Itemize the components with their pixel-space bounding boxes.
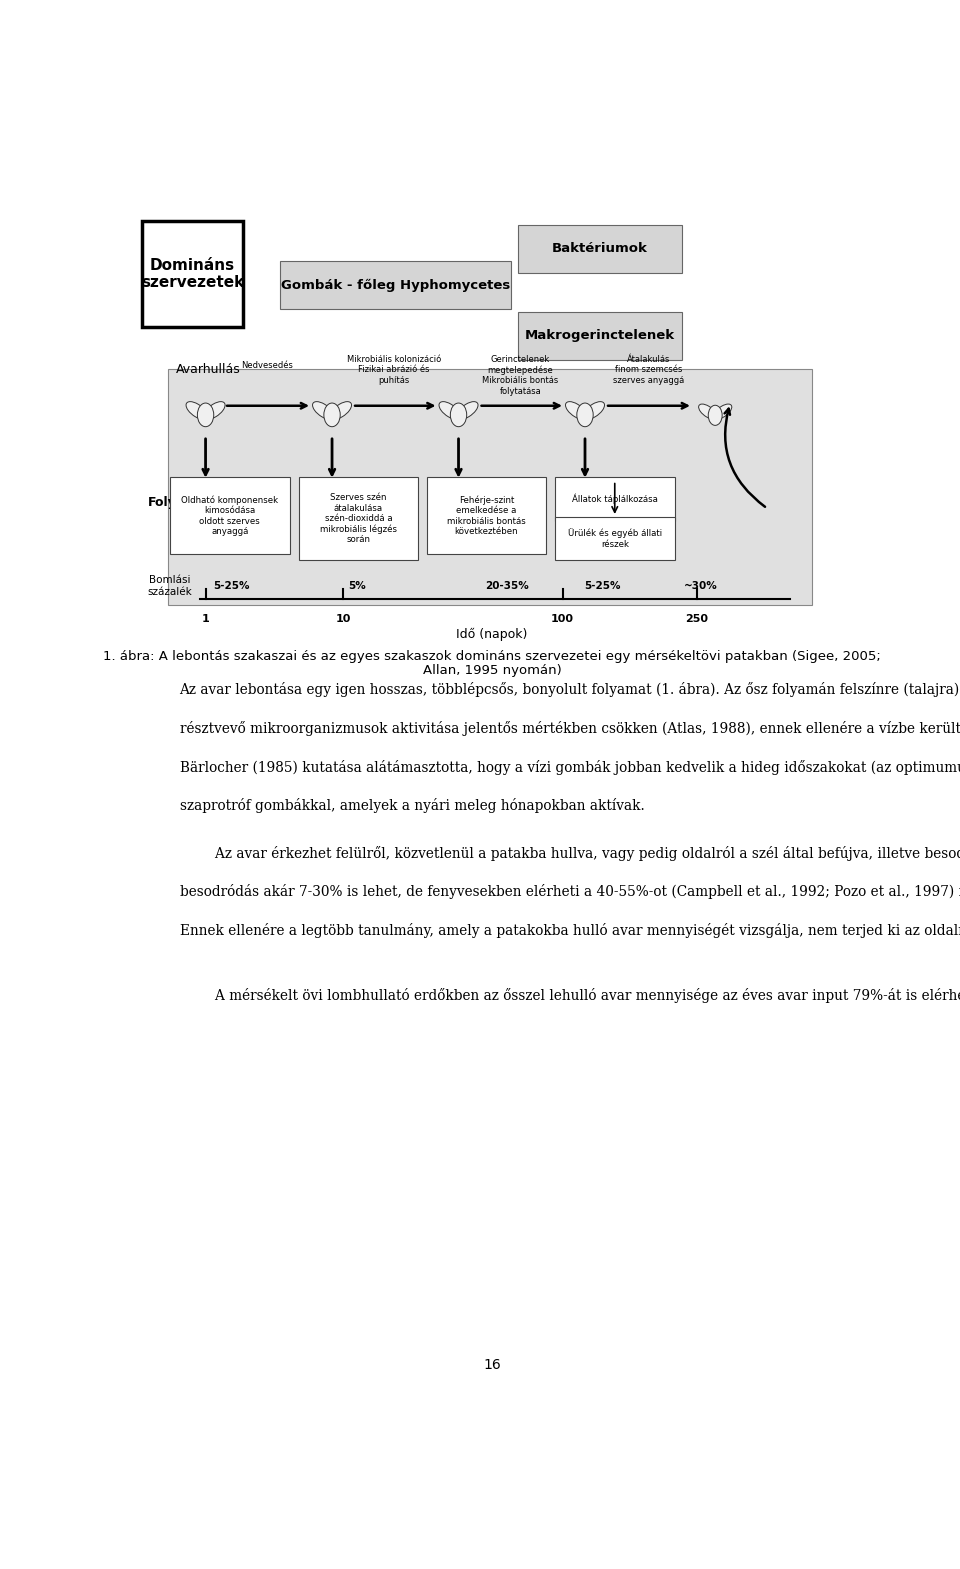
FancyBboxPatch shape bbox=[299, 477, 419, 560]
FancyBboxPatch shape bbox=[555, 516, 675, 560]
Text: Szerves szén
átalakulása
szén-dioxiddá a
mikrobiális légzés
során: Szerves szén átalakulása szén-dioxiddá a… bbox=[320, 493, 396, 544]
Text: Fehérje-szint
emelkedése a
mikrobiális bontás
következtében: Fehérje-szint emelkedése a mikrobiális b… bbox=[447, 496, 526, 537]
Ellipse shape bbox=[565, 402, 587, 419]
Ellipse shape bbox=[450, 403, 467, 427]
Text: Allan, 1995 nyomán): Allan, 1995 nyomán) bbox=[422, 664, 562, 678]
FancyBboxPatch shape bbox=[518, 312, 682, 359]
Text: Bomlási
százalék: Bomlási százalék bbox=[148, 574, 192, 596]
Text: résztvevő mikroorganizmusok aktivitása jelentős mértékben csökken (Atlas, 1988),: résztvevő mikroorganizmusok aktivitása j… bbox=[180, 722, 960, 736]
FancyBboxPatch shape bbox=[168, 369, 812, 606]
Ellipse shape bbox=[198, 403, 214, 427]
FancyBboxPatch shape bbox=[555, 477, 675, 521]
Text: 16: 16 bbox=[483, 1359, 501, 1373]
Text: 20-35%: 20-35% bbox=[485, 581, 529, 592]
Text: Az avar lebontása egy igen hosszas, többlépcsős, bonyolult folyamat (1. ábra). A: Az avar lebontása egy igen hosszas, több… bbox=[180, 683, 960, 697]
Text: 5-25%: 5-25% bbox=[213, 581, 250, 592]
FancyBboxPatch shape bbox=[142, 221, 243, 328]
Text: Gombák - főleg Hyphomycetes: Gombák - főleg Hyphomycetes bbox=[280, 278, 510, 292]
Ellipse shape bbox=[714, 405, 732, 419]
Text: ~30%: ~30% bbox=[684, 581, 717, 592]
Ellipse shape bbox=[577, 403, 593, 427]
Text: Folyamat: Folyamat bbox=[148, 496, 212, 508]
Text: Oldható komponensek
kimosódása
oldott szerves
anyaggá: Oldható komponensek kimosódása oldott sz… bbox=[181, 496, 278, 537]
Ellipse shape bbox=[204, 402, 225, 419]
Text: Nedvesedés: Nedvesedés bbox=[241, 361, 293, 370]
Text: Az avar érkezhet felülről, közvetlenül a patakba hullva, vagy pedig oldalról a s: Az avar érkezhet felülről, közvetlenül a… bbox=[180, 846, 960, 860]
Text: 1. ábra: A lebontás szakaszai és az egyes szakaszok domináns szervezetei egy mér: 1. ábra: A lebontás szakaszai és az egye… bbox=[103, 650, 881, 662]
Text: Állatok táplálkozása: Állatok táplálkozása bbox=[572, 494, 658, 504]
Text: Mikrobiális kolonizáció
Fizikai abrázió és
puhítás: Mikrobiális kolonizáció Fizikai abrázió … bbox=[347, 355, 441, 384]
Text: 5%: 5% bbox=[348, 581, 366, 592]
Text: 1: 1 bbox=[202, 613, 209, 623]
Ellipse shape bbox=[313, 402, 334, 419]
Text: Ennek ellenére a legtöbb tanulmány, amely a patakokba hulló avar mennyiségét viz: Ennek ellenére a legtöbb tanulmány, amel… bbox=[180, 923, 960, 938]
Text: besodródás akár 7-30% is lehet, de fenyvesekben elérheti a 40-55%-ot (Campbell e: besodródás akár 7-30% is lehet, de fenyv… bbox=[180, 885, 960, 899]
Ellipse shape bbox=[699, 405, 716, 419]
Text: Domináns
szervezetek: Domináns szervezetek bbox=[141, 257, 244, 290]
Text: szaprotróf gombákkal, amelyek a nyári meleg hónapokban aktívak.: szaprotróf gombákkal, amelyek a nyári me… bbox=[180, 799, 644, 813]
Text: 5-25%: 5-25% bbox=[584, 581, 620, 592]
Text: Idő (napok): Idő (napok) bbox=[456, 628, 528, 642]
Text: Makrogerinctelenek: Makrogerinctelenek bbox=[525, 329, 675, 342]
Ellipse shape bbox=[457, 402, 478, 419]
Ellipse shape bbox=[324, 403, 340, 427]
FancyBboxPatch shape bbox=[426, 477, 546, 554]
Ellipse shape bbox=[439, 402, 460, 419]
Text: 100: 100 bbox=[551, 613, 574, 623]
FancyBboxPatch shape bbox=[280, 260, 511, 309]
Text: Átalakulás
finom szemcsés
szerves anyaggá: Átalakulás finom szemcsés szerves anyagg… bbox=[612, 355, 684, 384]
Ellipse shape bbox=[584, 402, 605, 419]
Text: Ürülék és egyéb állati
részek: Ürülék és egyéb állati részek bbox=[568, 529, 662, 549]
FancyBboxPatch shape bbox=[170, 477, 290, 554]
Ellipse shape bbox=[330, 402, 351, 419]
FancyBboxPatch shape bbox=[518, 224, 682, 273]
Text: Bärlocher (1985) kutatása alátámasztotta, hogy a vízi gombák jobban kedvelik a h: Bärlocher (1985) kutatása alátámasztotta… bbox=[180, 759, 960, 775]
Text: Avarhullás: Avarhullás bbox=[176, 362, 241, 375]
Text: Baktériumok: Baktériumok bbox=[552, 242, 648, 256]
Text: A mérsékelt övi lombhullató erdőkben az ősszel lehulló avar mennyisége az éves a: A mérsékelt övi lombhullató erdőkben az … bbox=[180, 988, 960, 1003]
Text: 10: 10 bbox=[335, 613, 351, 623]
Ellipse shape bbox=[186, 402, 207, 419]
Text: 250: 250 bbox=[685, 613, 708, 623]
Text: Gerinctelenek
megtelepedése
Mikrobiális bontás
folytatása: Gerinctelenek megtelepedése Mikrobiális … bbox=[482, 355, 559, 395]
Ellipse shape bbox=[708, 405, 722, 425]
